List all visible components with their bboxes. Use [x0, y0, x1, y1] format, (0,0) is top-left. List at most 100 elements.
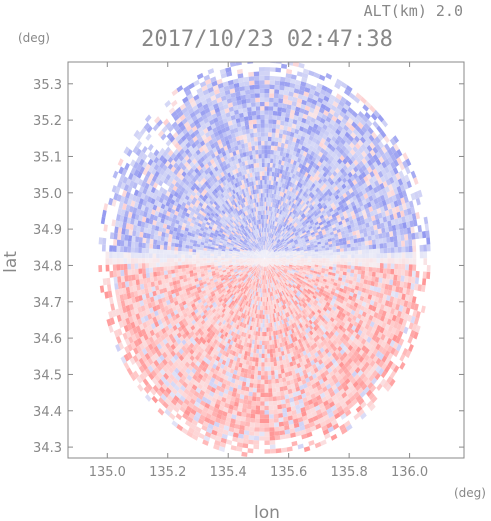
radar-gate: [278, 292, 282, 298]
radar-gate: [252, 212, 255, 217]
radar-gate: [286, 215, 290, 220]
radar-gate: [266, 270, 268, 276]
radar-gate: [269, 283, 272, 288]
radar-gate: [263, 258, 265, 263]
radar-gate: [245, 225, 249, 231]
radar-gate: [259, 223, 261, 229]
radar-gate: [282, 272, 286, 277]
radar-gate: [264, 275, 266, 280]
radar-gate: [254, 260, 258, 263]
radar-gate: [232, 261, 236, 264]
radar-gate: [265, 275, 266, 280]
radar-gate: [332, 246, 337, 250]
radar-gate: [257, 233, 259, 238]
radar-gate: [294, 241, 299, 245]
radar-gate: [260, 270, 262, 275]
radar-gate: [292, 220, 296, 225]
radar-gate: [247, 229, 251, 234]
radar-gate: [268, 270, 271, 275]
radar-gate: [277, 240, 282, 245]
radar-gate: [265, 240, 267, 246]
radar-gate: [232, 237, 236, 241]
radar-gate: [262, 332, 265, 337]
radar-gate: [277, 284, 280, 289]
radar-gate: [262, 279, 264, 285]
radar-gate: [257, 296, 259, 301]
radar-gate: [262, 245, 264, 250]
radar-gate: [261, 258, 265, 261]
radar-gate: [248, 266, 252, 269]
radar-gate: [260, 261, 263, 266]
y-unit-label: (deg): [18, 31, 50, 45]
radar-gate: [264, 255, 268, 259]
radar-gate: [263, 288, 265, 293]
radar-gate: [295, 278, 300, 283]
radar-gate: [257, 233, 260, 238]
radar-gate: [279, 297, 282, 302]
radar-gate: [262, 254, 265, 259]
radar-gate: [269, 210, 272, 216]
radar-gate: [167, 273, 172, 279]
radar-gate: [242, 257, 247, 259]
radar-gate: [282, 252, 286, 255]
radar-gate: [271, 253, 275, 256]
radar-gate: [283, 243, 288, 247]
radar-gate: [267, 266, 270, 271]
radar-gate: [242, 258, 247, 260]
radar-gate: [268, 258, 272, 260]
radar-gate: [264, 301, 266, 306]
radar-gate: [230, 270, 234, 273]
radar-gate: [339, 244, 344, 249]
radar-gate: [265, 240, 266, 246]
radar-gate: [271, 260, 276, 262]
radar-gate: [237, 269, 242, 273]
radar-gate: [262, 245, 264, 250]
radar-gate: [293, 275, 297, 279]
radar-gate: [262, 197, 265, 202]
radar-gate: [244, 246, 249, 250]
radar-gate: [250, 141, 255, 147]
radar-gate: [257, 210, 260, 216]
radar-gate: [248, 248, 252, 252]
radar-gate: [254, 171, 258, 177]
radar-gate: [269, 335, 272, 341]
radar-gate: [257, 292, 260, 297]
radar-gate: [243, 295, 247, 300]
radar-gate: [278, 282, 282, 287]
radar-gate: [271, 257, 276, 258]
radar-gate: [276, 289, 279, 294]
radar-gate: [257, 175, 260, 181]
radar-gate: [273, 235, 276, 240]
radar-gate: [246, 252, 251, 255]
radar-gate: [276, 267, 280, 271]
radar-gate: [260, 180, 263, 185]
radar-gate: [237, 284, 242, 289]
radar-gate: [286, 255, 290, 257]
radar-gate: [224, 261, 229, 264]
radar-gate: [277, 228, 280, 233]
radar-gate: [275, 237, 279, 242]
radar-gate: [260, 261, 263, 266]
radar-gate: [185, 251, 189, 255]
radar-gate: [325, 260, 330, 264]
radar-gate: [247, 249, 252, 252]
radar-gate: [277, 264, 282, 267]
radar-gate: [269, 292, 272, 297]
radar-gate: [235, 260, 240, 262]
radar-gate: [265, 271, 266, 276]
radar-gate: [229, 246, 234, 249]
radar-gate: [261, 255, 265, 259]
radar-gate: [261, 362, 265, 367]
radar-gate: [274, 252, 279, 255]
radar-gate: [272, 246, 276, 250]
radar-gate: [267, 236, 269, 242]
radar-gate: [274, 263, 278, 267]
radar-gate: [266, 171, 270, 176]
radar-gate: [257, 258, 261, 260]
radar-gate: [249, 279, 253, 284]
radar-gate: [261, 136, 265, 141]
radar-gate: [268, 256, 272, 258]
radar-gate: [262, 227, 264, 233]
radar-gate: [254, 300, 257, 305]
radar-gate: [237, 235, 242, 239]
